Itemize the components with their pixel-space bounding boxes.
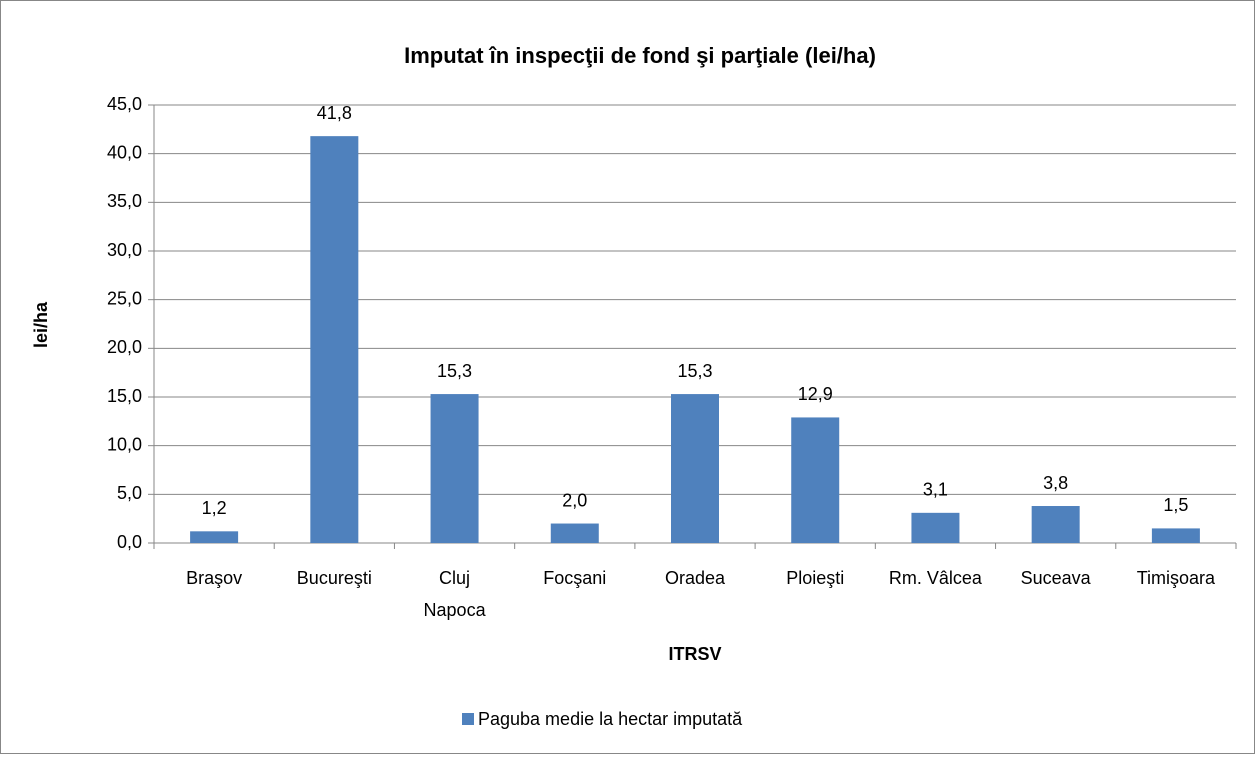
y-tick-label: 20,0 <box>107 337 142 357</box>
y-tick-label: 25,0 <box>107 288 142 308</box>
data-label: 15,3 <box>437 361 472 381</box>
x-tick-label: Ploieşti <box>786 568 844 588</box>
data-label: 2,0 <box>562 490 587 510</box>
bar <box>550 523 599 543</box>
bar <box>1151 528 1200 543</box>
bar <box>1031 506 1080 543</box>
legend-label: Paguba medie la hectar imputată <box>478 709 743 729</box>
bar <box>430 394 479 543</box>
data-label: 3,1 <box>923 480 948 500</box>
x-tick-label: Oradea <box>665 568 726 588</box>
data-label: 3,8 <box>1043 473 1068 493</box>
y-tick-label: 5,0 <box>117 483 142 503</box>
x-axis-label: ITRSV <box>668 644 721 664</box>
chart-title: Imputat în inspecţii de fond şi parţiale… <box>404 43 876 68</box>
bar <box>791 417 840 543</box>
bar <box>190 531 239 543</box>
x-tick-label: Braşov <box>186 568 242 588</box>
data-label: 41,8 <box>317 103 352 123</box>
data-label: 1,2 <box>202 498 227 518</box>
bar <box>310 136 359 543</box>
x-tick-label: Focşani <box>543 568 606 588</box>
x-tick-label: Bucureşti <box>297 568 372 588</box>
bar <box>911 512 960 543</box>
bar <box>671 394 719 543</box>
data-label: 15,3 <box>677 361 712 381</box>
y-tick-label: 30,0 <box>107 240 142 260</box>
y-tick-label: 45,0 <box>107 94 142 114</box>
y-tick-label: 15,0 <box>107 386 142 406</box>
x-tick-label: Suceava <box>1021 568 1092 588</box>
x-tick-label: Rm. Vâlcea <box>889 568 983 588</box>
y-tick-label: 35,0 <box>107 191 142 211</box>
data-label: 1,5 <box>1163 495 1188 515</box>
y-tick-label: 40,0 <box>107 142 142 162</box>
legend-swatch <box>462 713 474 725</box>
x-tick-label: Cluj Napoca <box>424 568 487 620</box>
x-tick-label: Timişoara <box>1137 568 1216 588</box>
y-axis-label: lei/ha <box>31 301 51 348</box>
y-tick-label: 10,0 <box>107 434 142 454</box>
y-tick-label: 0,0 <box>117 532 142 552</box>
data-label: 12,9 <box>798 384 833 404</box>
